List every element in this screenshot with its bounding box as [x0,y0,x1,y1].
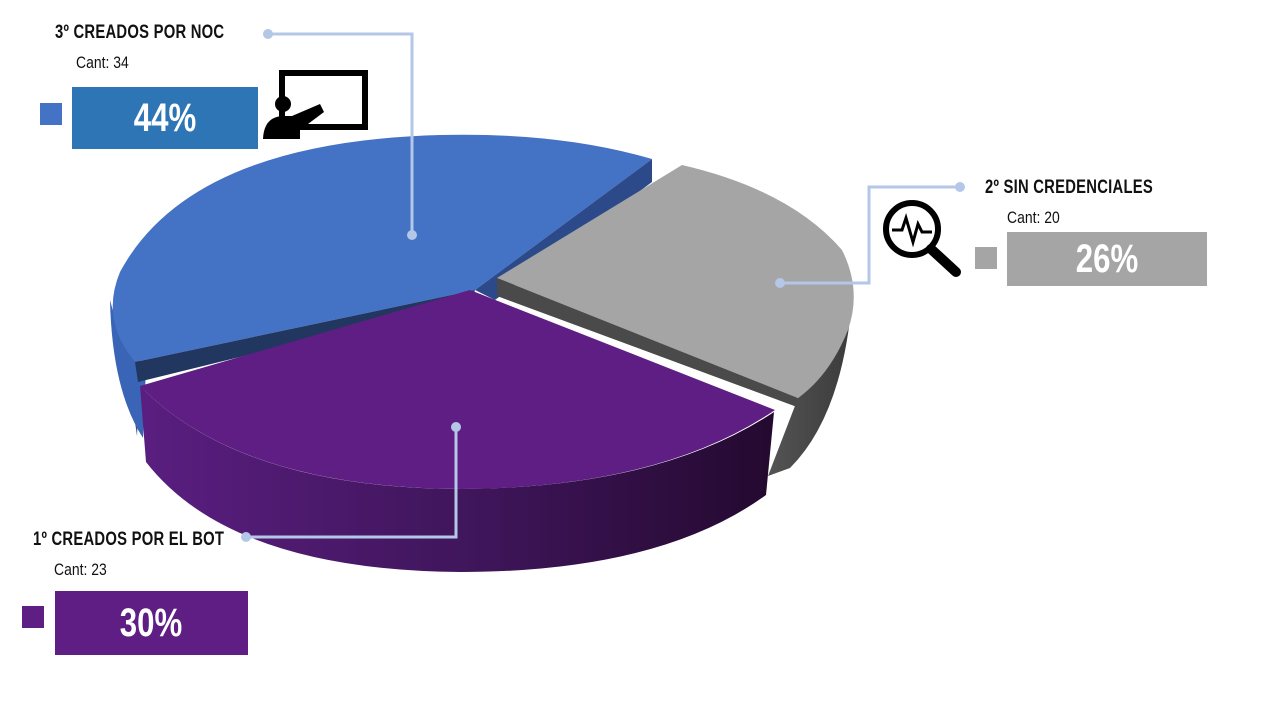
pie-slice-wall-blue-2 [135,290,475,382]
leader-lines [246,32,960,539]
pie-slice-wall-gray [497,278,798,407]
pie-slice-top-blue [112,134,652,362]
magnifier-pulse-icon [883,200,961,277]
leader-dot [955,182,965,192]
leader-dot [775,278,785,288]
percent-value-credenciales: 26% [1075,236,1139,281]
leader-dots [241,29,965,542]
legend-swatch-credenciales [975,247,997,269]
legend-swatch-bot [22,606,44,628]
leader-dot [241,532,251,542]
count-prefix: Cant: [1007,208,1041,227]
label-noc-title: 3º CREADOS POR NOC [55,22,225,43]
label-credenciales-count: Cant: 20 [1007,208,1060,228]
count-value: 34 [113,53,129,72]
percent-box-bot: 30% [55,591,248,655]
leader-dot [263,29,273,39]
percent-box-credenciales: 26% [1007,232,1207,286]
count-prefix: Cant: [76,53,110,72]
pie-slice-top-purple [140,290,775,489]
percent-value-bot: 30% [120,600,183,645]
label-bot-count: Cant: 23 [54,560,107,580]
label-noc-count: Cant: 34 [76,53,129,73]
label-bot-title: 1º CREADOS POR EL BOT [33,529,225,550]
count-prefix: Cant: [54,560,88,579]
percent-value-noc: 44% [133,95,197,140]
legend-swatch-noc [40,103,62,125]
leader-line-bot [246,427,458,539]
presentation-board-icon [263,70,368,139]
percent-box-noc: 44% [72,87,258,149]
leader-line-credenciales [780,185,960,285]
leader-line-noc [268,32,414,235]
label-credenciales-title: 2º SIN CREDENCIALES [985,177,1153,198]
pie-slice-side-purple [140,386,774,572]
leader-dot [451,422,461,432]
count-value: 20 [1044,208,1060,227]
leader-dot [407,230,417,240]
pie-slice-top-gray [497,165,854,398]
count-value: 23 [91,560,107,579]
